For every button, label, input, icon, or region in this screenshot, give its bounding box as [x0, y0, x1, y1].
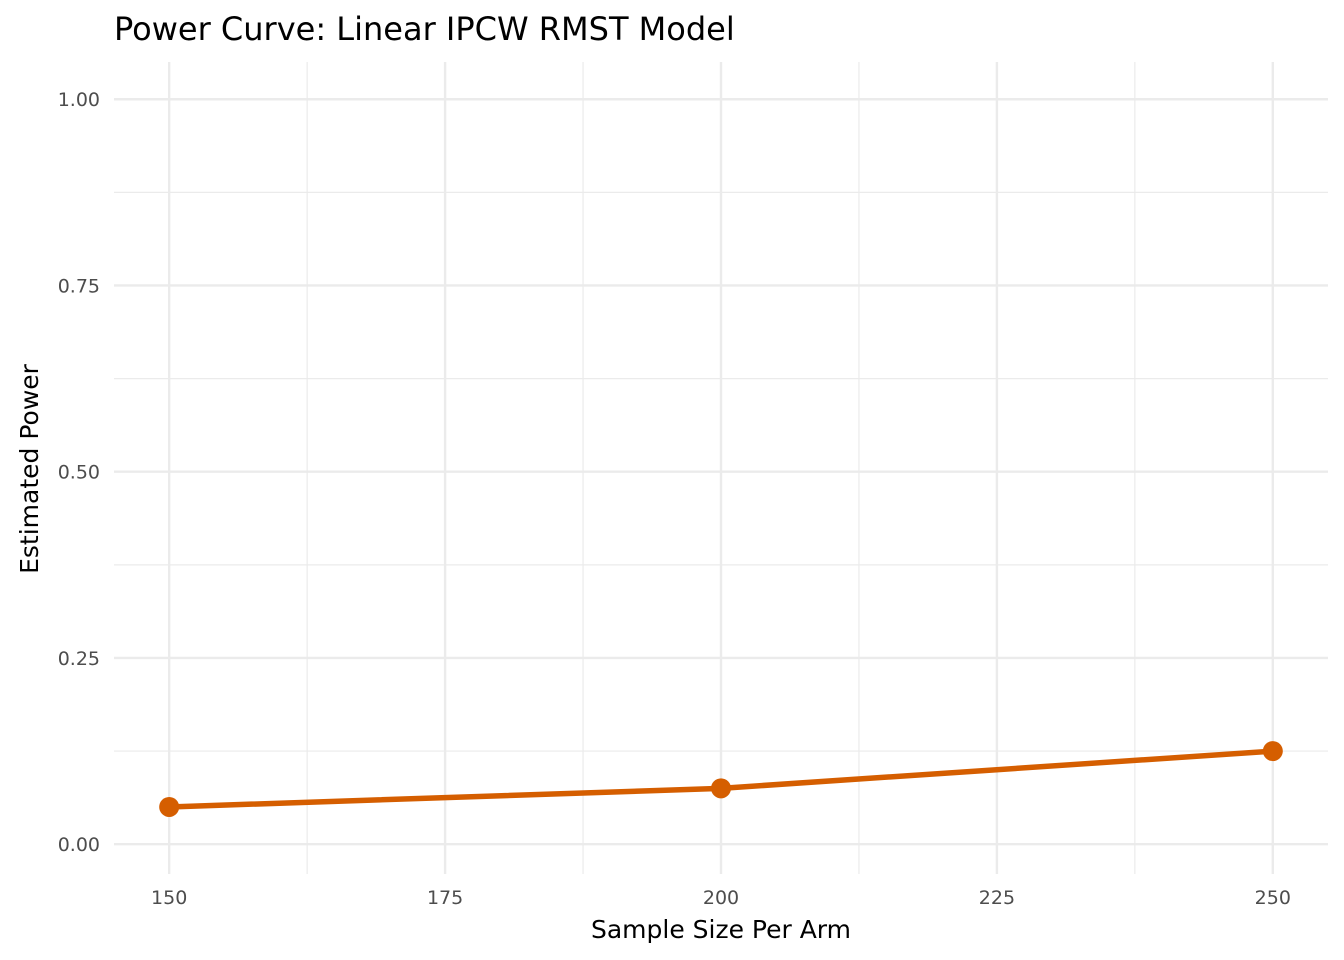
- y-axis-label: Estimated Power: [15, 363, 44, 574]
- data-point: [711, 778, 731, 799]
- x-tick-label: 200: [703, 887, 739, 909]
- x-tick-label: 175: [427, 887, 463, 909]
- x-tick-label: 225: [979, 887, 1015, 909]
- y-tick-label: 0.50: [58, 462, 100, 484]
- y-tick-label: 1.00: [58, 89, 100, 111]
- gridlines: [114, 62, 1328, 874]
- y-axis-ticks: 0.00 0.25 0.50 0.75 1.00: [58, 89, 100, 856]
- y-tick-label: 0.75: [58, 275, 100, 297]
- data-point: [159, 796, 180, 817]
- y-tick-label: 0.25: [58, 648, 100, 670]
- chart-title: Power Curve: Linear IPCW RMST Model: [114, 10, 735, 48]
- y-tick-label: 0.00: [58, 834, 100, 856]
- x-axis-label: Sample Size Per Arm: [591, 915, 851, 944]
- data-point: [1262, 741, 1283, 762]
- x-axis-ticks: 150 175 200 225 250: [151, 887, 1291, 909]
- x-tick-label: 150: [151, 887, 187, 909]
- series-layer: [159, 741, 1283, 817]
- x-tick-label: 250: [1255, 887, 1291, 909]
